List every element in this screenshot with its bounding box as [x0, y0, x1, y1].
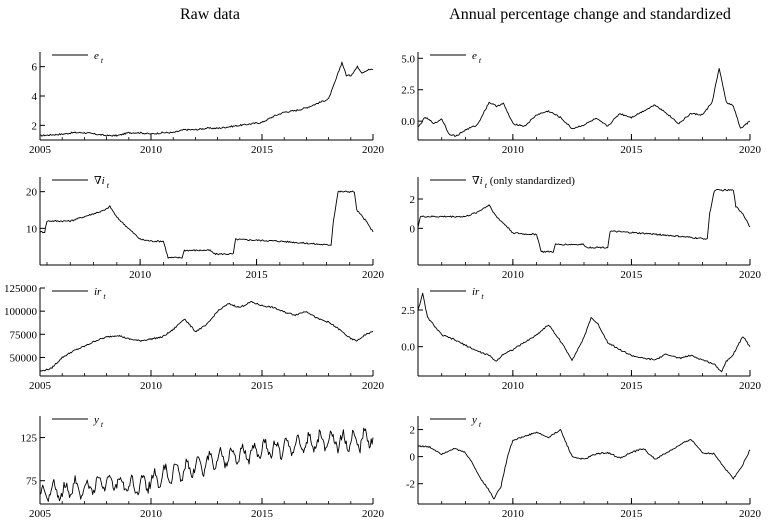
- series-line: [417, 292, 751, 373]
- x-tick-label: 2015: [251, 508, 274, 520]
- x-tick-label: 2005: [29, 508, 52, 520]
- legend-label: y t: [471, 414, 482, 429]
- right-column-title: Annual percentage change and standardize…: [449, 6, 731, 23]
- x-tick-label: 2010: [502, 508, 525, 520]
- y-tick-label: 0.0: [401, 116, 415, 128]
- y-tick-label: 2.5: [401, 85, 415, 97]
- x-tick-label: 2020: [362, 144, 385, 156]
- y-tick-label: 5.0: [401, 53, 415, 65]
- y-tick-label: 2: [32, 120, 38, 132]
- legend-label: ir t: [94, 286, 106, 301]
- x-tick-label: 2010: [502, 269, 525, 281]
- panel-raw-ir: 2005 2010 2015 2020 50000 75000 100000 125000 ir…: [4, 283, 385, 392]
- x-tick-label: 2015: [620, 508, 643, 520]
- y-tick-label: 0: [410, 452, 416, 464]
- series-line: [39, 300, 374, 372]
- legend-label: e t: [472, 50, 482, 65]
- x-tick-label: 2010: [129, 269, 152, 281]
- legend-label: y t: [93, 414, 104, 429]
- x-tick-label: 2020: [739, 269, 762, 281]
- y-tick-label: 75: [26, 476, 38, 488]
- series-line: [39, 61, 374, 137]
- x-tick-label: 2015: [620, 380, 643, 392]
- y-tick-label: 100000: [4, 306, 38, 318]
- x-tick-label: 2015: [251, 144, 274, 156]
- x-tick-label: 2020: [739, 508, 762, 520]
- series-line: [417, 68, 751, 137]
- legend-label: ir t: [472, 286, 484, 301]
- x-tick-label: 2015: [251, 380, 274, 392]
- panel-std-nabla-i: 2010 2015 2020 0 2 ∇i t (only standardized): [410, 175, 762, 281]
- x-tick-label: 2020: [362, 508, 385, 520]
- y-tick-label: 0: [410, 223, 416, 235]
- y-tick-label: 6: [32, 62, 38, 74]
- legend-label: e t: [94, 50, 104, 65]
- x-tick-label: 2010: [140, 144, 163, 156]
- y-tick-label: 0.0: [401, 342, 415, 354]
- x-tick-label: 2010: [502, 380, 525, 392]
- panel-raw-e: 2005 2010 2015 2020 2 4 6 e t: [29, 50, 385, 156]
- x-tick-label: 2010: [140, 380, 163, 392]
- x-tick-label: 2005: [29, 144, 52, 156]
- x-tick-label: 2020: [362, 269, 385, 281]
- series-line: [39, 427, 374, 502]
- x-tick-label: 2015: [246, 269, 269, 281]
- series-line: [417, 189, 751, 253]
- y-tick-label: 2: [410, 425, 416, 437]
- panel-std-e: 2010 2015 2020 0.0 2.5 5.0 e t: [401, 50, 761, 156]
- x-tick-label: 2010: [140, 508, 163, 520]
- legend-label: ∇i t: [94, 175, 110, 190]
- panel-std-y: 2010 2015 2020 -2 0 2 y t: [406, 414, 762, 520]
- panel-raw-y: 2005 2010 2015 2020 75 125 y t: [21, 414, 385, 520]
- y-tick-label: 20: [26, 187, 38, 199]
- y-tick-label: 2.5: [401, 305, 415, 317]
- y-tick-label: 75000: [10, 329, 38, 341]
- y-tick-label: 2: [410, 194, 416, 206]
- y-tick-label: 125: [21, 433, 38, 445]
- y-tick-label: 125000: [4, 283, 38, 295]
- panel-raw-nabla-i: 2010 2015 2020 10 20 ∇i t: [26, 175, 385, 281]
- x-tick-label: 2015: [620, 144, 643, 156]
- x-tick-label: 2020: [739, 144, 762, 156]
- x-tick-label: 2005: [29, 380, 52, 392]
- y-tick-label: 50000: [10, 352, 38, 364]
- x-tick-label: 2010: [502, 144, 525, 156]
- panel-std-ir: 2010 2015 2020 0.0 2.5 ir t: [401, 286, 761, 392]
- y-tick-label: -2: [406, 479, 415, 491]
- y-tick-label: 10: [26, 223, 38, 235]
- x-tick-label: 2020: [362, 380, 385, 392]
- y-tick-label: 4: [32, 91, 38, 103]
- x-tick-label: 2020: [739, 380, 762, 392]
- left-column-title: Raw data: [180, 6, 240, 23]
- series-line: [417, 428, 751, 500]
- legend-label: ∇i t (only standardized): [472, 175, 575, 190]
- series-line: [39, 190, 374, 259]
- x-tick-label: 2015: [620, 269, 643, 281]
